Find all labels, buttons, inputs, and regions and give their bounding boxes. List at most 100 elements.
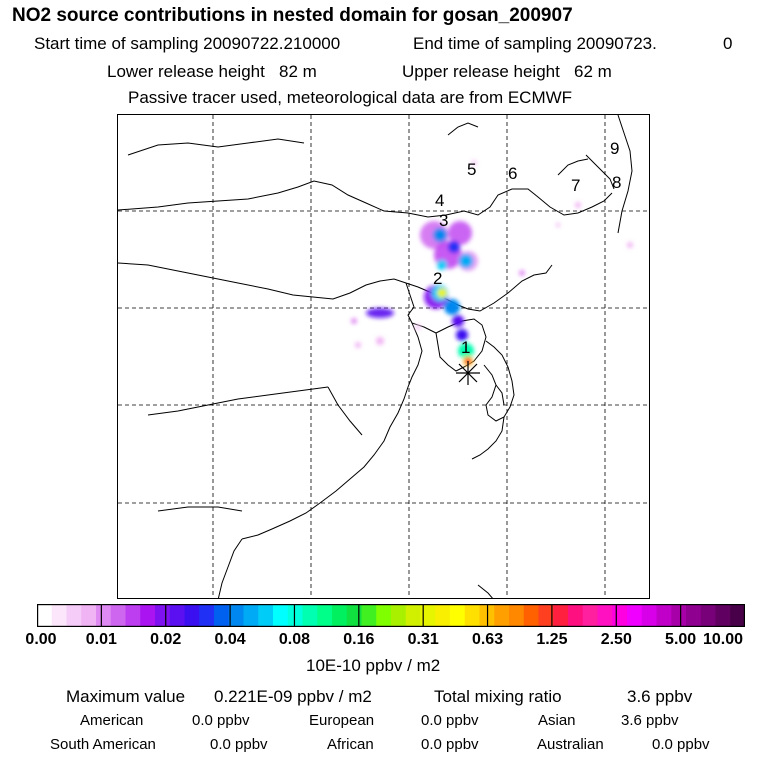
source-value-asian: 3.6 ppbv (621, 712, 679, 729)
colorbar-cell (302, 604, 318, 627)
colorbar-cell (214, 604, 230, 627)
colorbar-border (37, 604, 745, 627)
colorbar-cell (686, 604, 702, 627)
source-name-australian: Australian (537, 736, 604, 753)
colorbar-tick-label: 0.00 (25, 631, 57, 648)
source-value-european: 0.0 ppbv (421, 712, 479, 729)
colorbar-cell (494, 604, 510, 627)
colorbar-cell (81, 604, 97, 627)
colorbar-cell (568, 604, 584, 627)
colorbar-dividers (100, 604, 682, 627)
colorbar (37, 604, 745, 627)
colorbar-cell (66, 604, 82, 627)
total-mixing-value: 3.6 ppbv (627, 687, 693, 706)
coastline-borders (118, 115, 633, 598)
colorbar-cell (273, 604, 289, 627)
colorbar-tick-label: 0.63 (471, 631, 504, 648)
colorbar-cell (391, 604, 407, 627)
source-value-american: 0.0 ppbv (192, 712, 250, 729)
source-value-south-american: 0.0 ppbv (210, 736, 268, 753)
colorbar-tick-label: 10.00 (702, 631, 744, 648)
colorbar-tick-label: 0.08 (278, 631, 311, 648)
source-value-african: 0.0 ppbv (421, 736, 479, 753)
max-value: 0.221E-09 ppbv / m2 (214, 687, 372, 706)
colorbar-cell (671, 604, 687, 627)
trajectory-label-6: 6 (508, 164, 517, 183)
colorbar-cell (361, 604, 377, 627)
tracer-note: Passive tracer used, meteorological data… (128, 88, 573, 107)
colorbar-cell (51, 604, 68, 627)
trajectory-label-2: 2 (433, 269, 442, 288)
colorbar-cell (656, 604, 672, 627)
end-time-label: End time of sampling 20090723. (413, 34, 657, 53)
colorbar-cell (155, 604, 171, 627)
map-panel: 1 2 3 4 5 6 7 8 9 (117, 114, 650, 599)
colorbar-cell (228, 604, 245, 627)
colorbar-cell (509, 604, 525, 627)
source-value-australian: 0.0 ppbv (652, 736, 710, 753)
colorbar-cell (641, 604, 658, 627)
map-canvas: 1 2 3 4 5 6 7 8 9 (118, 115, 649, 598)
source-name-south-american: South American (50, 736, 156, 753)
max-value-label: Maximum value (66, 687, 186, 706)
trajectory-label-9: 9 (610, 139, 619, 158)
start-time-label: Start time of sampling 20090722.210000 (34, 34, 341, 53)
source-name-african: African (327, 736, 374, 753)
colorbar-cell (715, 604, 731, 627)
colorbar-cell (597, 604, 613, 627)
grid-lines (118, 115, 649, 598)
colorbar-cell (523, 604, 540, 627)
lower-release-height: Lower release height 82 m (107, 62, 317, 81)
trajectory-label-3: 3 (439, 211, 448, 230)
trajectory-label-7: 7 (571, 176, 580, 195)
colorbar-cell (464, 604, 481, 627)
colorbar-cell (37, 604, 53, 627)
colorbar-tick-label: 2.50 (600, 631, 632, 648)
colorbar-cells (37, 604, 745, 627)
colorbar-units: 10E-10 ppbv / m2 (306, 656, 441, 675)
trajectory-label-8: 8 (612, 173, 621, 192)
colorbar-cell (346, 604, 363, 627)
colorbar-cell (184, 604, 200, 627)
colorbar-cell (420, 604, 436, 627)
total-mixing-label: Total mixing ratio (434, 687, 562, 706)
colorbar-cell (553, 604, 569, 627)
colorbar-cell (243, 604, 259, 627)
colorbar-tick-label: 0.02 (150, 631, 182, 648)
colorbar-cell (332, 604, 348, 627)
colorbar-cell (317, 604, 333, 627)
trajectory-label-1: 1 (461, 338, 470, 357)
colorbar-cell (96, 604, 112, 627)
colorbar-tick-label: 5.00 (665, 631, 697, 648)
trajectory-label-4: 4 (435, 191, 444, 210)
end-time-suffix: 0 (723, 34, 733, 53)
colorbar-tick-label: 0.01 (85, 631, 117, 648)
colorbar-cell (110, 604, 127, 627)
colorbar-cell (376, 604, 392, 627)
colorbar-cell (140, 604, 156, 627)
colorbar-cell (405, 604, 422, 627)
source-name-asian: Asian (538, 712, 576, 729)
plot-title: NO2 source contributions in nested domai… (12, 5, 573, 26)
colorbar-cell (450, 604, 466, 627)
colorbar-tick-label: 0.31 (407, 631, 439, 648)
colorbar-cell (258, 604, 274, 627)
source-name-american: American (80, 712, 144, 729)
colorbar-tick-label: 0.16 (343, 631, 375, 648)
colorbar-cell (612, 604, 628, 627)
colorbar-cell (582, 604, 599, 627)
colorbar-cell (287, 604, 304, 627)
upper-release-height: Upper release height 62 m (402, 62, 612, 81)
colorbar-tick-label: 0.04 (214, 631, 246, 648)
colorbar-cell (538, 604, 554, 627)
colorbar-cell (125, 604, 141, 627)
colorbar-cell (169, 604, 186, 627)
receptor-marker (456, 361, 480, 385)
trajectory-label-5: 5 (467, 160, 476, 179)
source-name-european: European (309, 712, 375, 729)
colorbar-cell (730, 604, 745, 627)
colorbar-cell (627, 604, 643, 627)
colorbar-tick-label: 1.25 (536, 631, 568, 648)
colorbar-cell (700, 604, 717, 627)
colorbar-cell (435, 604, 451, 627)
